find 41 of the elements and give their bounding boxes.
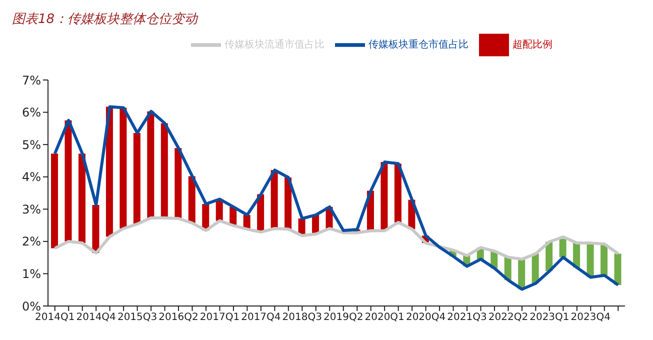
bar <box>394 164 402 222</box>
bar <box>51 154 58 248</box>
bar <box>120 108 127 229</box>
x-tick-label: 2023Q1 <box>530 312 570 324</box>
x-tick-label: 2017Q4 <box>241 312 281 324</box>
x-tick-label: 2016Q2 <box>158 312 198 324</box>
bar <box>78 154 86 244</box>
x-tick-label: 2017Q1 <box>200 312 240 324</box>
x-tick-label: 2020Q1 <box>364 312 404 324</box>
bar <box>614 254 622 286</box>
y-tick-label: 1% <box>22 266 41 281</box>
y-tick-label: 2% <box>22 234 41 249</box>
bar <box>64 120 72 242</box>
bar <box>188 176 196 224</box>
x-tick-label: 2014Q4 <box>76 312 116 324</box>
bar <box>380 162 388 231</box>
y-tick-label: 5% <box>22 138 41 152</box>
x-tick-label: 2015Q3 <box>117 312 158 324</box>
x-tick-label: 2014Q1 <box>35 312 75 324</box>
bar <box>174 148 182 219</box>
x-tick-label: 2023Q4 <box>570 312 610 324</box>
bar <box>92 204 100 254</box>
x-tick-label: 2018Q3 <box>282 312 322 324</box>
line-series <box>53 105 620 291</box>
legend-label: 传媒板块重仓市值占比 <box>368 40 468 51</box>
bar <box>270 170 278 229</box>
y-tick-label: 4% <box>22 170 41 184</box>
y-tick-label: 3% <box>22 202 41 216</box>
bar <box>160 123 168 218</box>
legend-label: 超配比例 <box>512 40 552 51</box>
line-series <box>53 216 620 261</box>
bar <box>133 132 140 224</box>
x-tick-label: 2020Q4 <box>406 312 446 324</box>
y-tick-label: 6% <box>22 106 41 120</box>
chart-title: 图表18：传媒板块整体仓位变动 <box>12 11 198 28</box>
y-tick-label: 0% <box>22 299 41 314</box>
x-tick-label: 2022Q2 <box>488 312 528 324</box>
y-tick-label: 7% <box>22 73 41 88</box>
x-tick-label: 2021Q3 <box>447 312 487 324</box>
bar <box>147 111 154 218</box>
x-tick-label: 2019Q2 <box>324 312 364 324</box>
